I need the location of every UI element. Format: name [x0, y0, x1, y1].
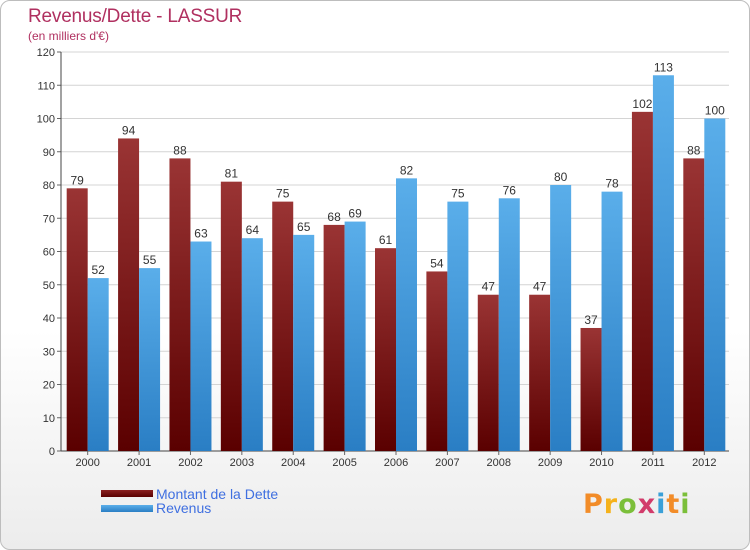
y-tick-label: 20 [43, 380, 55, 392]
logo-letter: i [656, 489, 667, 520]
data-label: 47 [482, 280, 496, 294]
x-tick-label: 2004 [281, 457, 305, 469]
legend-swatch-dette [101, 490, 153, 497]
data-label: 113 [654, 60, 673, 74]
data-label: 69 [348, 207, 362, 221]
bar-dette [529, 294, 551, 451]
bar-dette [323, 224, 345, 451]
bar-dette [66, 188, 88, 451]
x-tick-label: 2000 [75, 457, 99, 469]
logo-letter: i [680, 489, 691, 520]
bar-dette [580, 327, 602, 451]
data-label: 81 [225, 167, 239, 181]
x-tick-label: 2011 [641, 457, 665, 469]
proxiti-logo: Proxiti [583, 489, 691, 520]
bar-revenus [498, 198, 520, 451]
x-tick-label: 2008 [487, 457, 511, 469]
bar-revenus [704, 118, 726, 451]
bar-revenus [241, 238, 263, 451]
y-tick-label: 30 [43, 346, 55, 358]
data-label: 75 [451, 187, 465, 201]
y-tick-label: 90 [43, 147, 55, 159]
data-label: 68 [327, 210, 341, 224]
data-label: 102 [632, 97, 652, 111]
bar-revenus [87, 278, 109, 451]
data-label: 80 [554, 170, 568, 184]
bar-dette [220, 181, 242, 452]
x-tick-label: 2003 [230, 457, 254, 469]
data-label: 78 [605, 177, 619, 191]
bar-revenus [139, 268, 161, 451]
logo-letter: r [603, 489, 619, 520]
x-tick-label: 2010 [589, 457, 613, 469]
y-tick-label: 50 [43, 280, 55, 292]
x-tick-label: 2009 [538, 457, 562, 469]
bar-revenus [293, 234, 315, 451]
y-tick-label: 120 [37, 47, 55, 59]
chart-title: Revenus/Dette - LASSUR [28, 6, 243, 27]
data-label: 64 [246, 223, 260, 237]
data-label: 82 [400, 163, 414, 177]
legend-label-revenus: Revenus [156, 500, 212, 516]
bar-dette [683, 158, 705, 451]
data-label: 88 [173, 143, 187, 157]
bar-dette [118, 138, 140, 451]
data-label: 76 [503, 183, 517, 197]
bar-dette [375, 248, 396, 451]
bar-revenus [652, 75, 674, 452]
data-label: 52 [92, 263, 106, 277]
bar-revenus [396, 178, 417, 451]
bar-dette [272, 201, 294, 451]
logo-letter: o [618, 489, 638, 520]
logo-letter: P [583, 489, 604, 520]
data-label: 63 [194, 227, 208, 241]
y-tick-label: 80 [43, 180, 55, 192]
data-label: 47 [533, 280, 547, 294]
x-tick-label: 2002 [178, 457, 202, 469]
y-tick-label: 40 [43, 313, 55, 325]
x-tick-label: 2001 [127, 457, 151, 469]
logo-letter: x [637, 489, 657, 520]
bar-revenus [601, 191, 623, 451]
data-label: 37 [584, 313, 598, 327]
y-tick-label: 10 [43, 413, 55, 425]
bar-revenus [190, 241, 212, 451]
legend-swatch-revenus [101, 505, 153, 512]
legend-label-dette: Montant de la Dette [156, 486, 279, 502]
bar-revenus [550, 185, 572, 451]
data-label: 55 [143, 253, 157, 267]
bar-revenus [447, 201, 469, 451]
x-tick-label: 2007 [435, 457, 459, 469]
data-label: 61 [379, 233, 393, 247]
data-label: 88 [687, 143, 701, 157]
y-tick-label: 110 [37, 80, 55, 92]
data-label: 54 [430, 256, 444, 270]
x-tick-label: 2012 [692, 457, 716, 469]
data-label: 75 [276, 187, 290, 201]
y-tick-label: 100 [37, 114, 55, 126]
logo-letter: t [666, 489, 681, 520]
y-tick-label: 70 [43, 213, 55, 225]
data-label: 100 [705, 104, 725, 118]
data-label: 94 [122, 123, 136, 137]
bar-dette [169, 158, 191, 451]
x-tick-label: 2005 [332, 457, 356, 469]
bar-revenus [344, 221, 366, 451]
bar-dette [477, 294, 499, 451]
bar-dette [426, 271, 448, 451]
data-label: 79 [71, 173, 85, 187]
bar-dette [631, 111, 653, 451]
chart-subtitle: (en milliers d'€) [28, 29, 109, 43]
y-tick-label: 0 [49, 446, 55, 458]
x-tick-label: 2006 [384, 457, 408, 469]
y-tick-label: 60 [43, 247, 55, 259]
data-label: 65 [297, 220, 311, 234]
